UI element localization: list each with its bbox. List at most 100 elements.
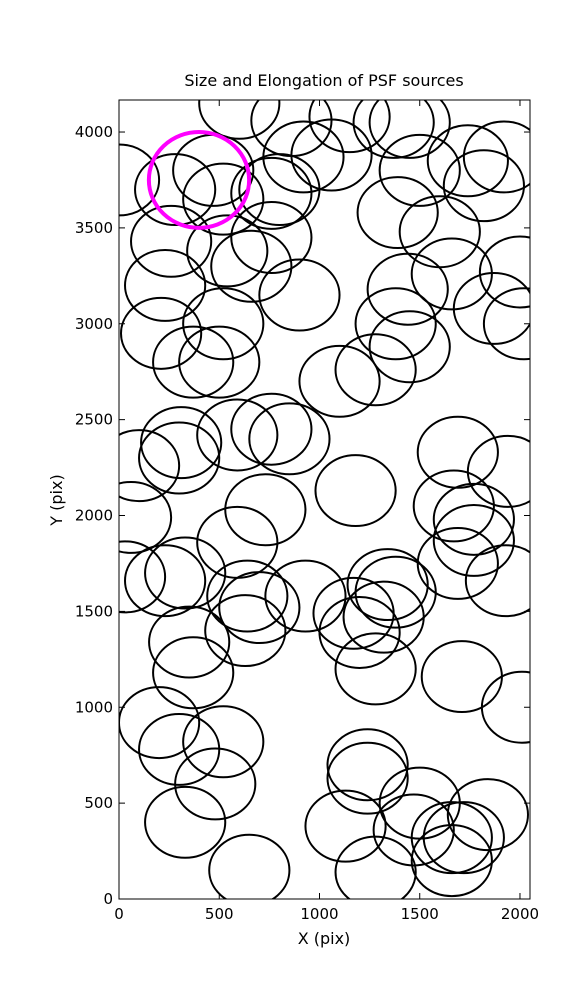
y-tick-label: 0 xyxy=(103,890,113,908)
plot-area xyxy=(119,100,530,899)
psf-ellipse xyxy=(120,296,203,370)
psf-ellipse xyxy=(326,728,409,802)
psf-ellipse xyxy=(378,133,461,207)
psf-ellipse xyxy=(420,640,503,714)
psf-ellipse xyxy=(264,559,347,633)
psf-ellipse xyxy=(182,705,265,779)
psf-ellipse xyxy=(182,287,265,361)
psf-ellipse xyxy=(262,120,345,194)
psf-ellipse xyxy=(318,596,401,669)
y-axis-label: Y (pix) xyxy=(47,474,66,526)
psf-ellipse xyxy=(446,778,529,852)
psf-ellipse xyxy=(452,271,530,345)
psf-ellipse xyxy=(144,536,227,610)
psf-ellipse xyxy=(224,473,307,547)
psf-ellipse xyxy=(230,156,313,230)
y-tick-label: 1500 xyxy=(75,602,113,620)
psf-ellipse xyxy=(298,344,381,418)
psf-ellipse xyxy=(186,214,269,288)
psf-ellipse xyxy=(352,100,435,159)
psf-ellipse xyxy=(124,544,207,618)
psf-ellipse xyxy=(366,252,449,326)
psf-ellipse xyxy=(178,325,261,399)
psf-ellipse xyxy=(466,434,530,508)
y-tick-label: 4000 xyxy=(75,123,113,141)
psf-ellipse xyxy=(174,747,257,821)
y-tick-label: 1000 xyxy=(75,698,113,716)
psf-ellipse xyxy=(204,594,287,668)
plot-frame xyxy=(118,99,531,900)
y-tick-label: 3000 xyxy=(75,315,113,333)
psf-ellipse xyxy=(410,824,493,898)
psf-ellipse xyxy=(368,310,451,384)
psf-ellipse xyxy=(464,544,530,618)
psf-ellipse xyxy=(314,454,397,528)
y-tick-label: 3500 xyxy=(75,219,113,237)
psf-ellipse xyxy=(334,333,417,407)
psf-ellipse xyxy=(119,429,181,503)
y-tick-label: 2000 xyxy=(75,507,113,525)
psf-ellipse xyxy=(482,287,530,361)
psf-ellipse xyxy=(152,636,235,710)
chart-title: Size and Elongation of PSF sources xyxy=(184,71,463,90)
psf-ellipse xyxy=(148,605,231,679)
y-tick-label: 500 xyxy=(84,794,113,812)
psf-ellipse xyxy=(304,789,387,863)
psf-ellipse xyxy=(480,670,530,744)
psf-ellipse xyxy=(422,801,505,875)
psf-ellipse xyxy=(119,540,167,614)
psf-ellipse xyxy=(206,559,289,633)
x-tick-label: 0 xyxy=(114,905,124,923)
psf-ellipse xyxy=(210,229,293,303)
psf-ellipse xyxy=(308,100,391,154)
psf-ellipse xyxy=(426,124,509,198)
psf-ellipse xyxy=(138,421,221,495)
psf-ellipse xyxy=(372,793,455,867)
x-tick-label: 1500 xyxy=(401,905,439,923)
x-tick-label: 2000 xyxy=(501,905,539,923)
psf-ellipse xyxy=(196,398,279,472)
psf-ellipse xyxy=(326,741,409,815)
psf-ellipse xyxy=(182,162,265,236)
psf-ellipse xyxy=(342,580,425,654)
psf-ellipse xyxy=(346,548,429,622)
psf-ellipse xyxy=(258,258,341,332)
psf-ellipse xyxy=(196,505,279,579)
psf-ellipse xyxy=(230,201,313,274)
psf-ellipse xyxy=(208,833,291,899)
psf-ellipse xyxy=(462,120,530,194)
psf-ellipse xyxy=(198,100,281,140)
psf-ellipse xyxy=(140,406,223,480)
psf-ellipse xyxy=(248,402,331,476)
psf-ellipse xyxy=(432,503,515,577)
psf-ellipse xyxy=(356,176,439,250)
psf-ellipse xyxy=(334,632,417,706)
psf-ellipse xyxy=(442,149,525,223)
psf-ellipse xyxy=(354,287,437,361)
x-tick-label: 1000 xyxy=(300,905,338,923)
psf-ellipse xyxy=(130,204,213,278)
psf-ellipse xyxy=(412,469,495,543)
psf-ellipse xyxy=(146,130,252,230)
psf-ellipse xyxy=(144,785,227,859)
psf-ellipse xyxy=(334,835,417,899)
y-tick-label: 2500 xyxy=(75,411,113,429)
psf-ellipse xyxy=(119,480,173,554)
psf-ellipse xyxy=(478,235,530,309)
psf-ellipse xyxy=(368,100,451,159)
psf-ellipse xyxy=(119,686,201,760)
psf-ellipse xyxy=(398,195,481,269)
psf-ellipse xyxy=(416,526,499,600)
x-tick-label: 500 xyxy=(205,905,234,923)
x-axis-label: X (pix) xyxy=(298,929,351,948)
psf-ellipse xyxy=(152,325,235,399)
psf-ellipse xyxy=(432,482,515,556)
psf-ellipse xyxy=(290,118,373,192)
psf-ellipse xyxy=(230,392,313,466)
psf-ellipse xyxy=(218,571,301,645)
psf-ellipse xyxy=(124,248,207,322)
psf-ellipse xyxy=(238,153,321,227)
psf-ellipse xyxy=(119,143,161,217)
psf-ellipse xyxy=(134,153,217,227)
